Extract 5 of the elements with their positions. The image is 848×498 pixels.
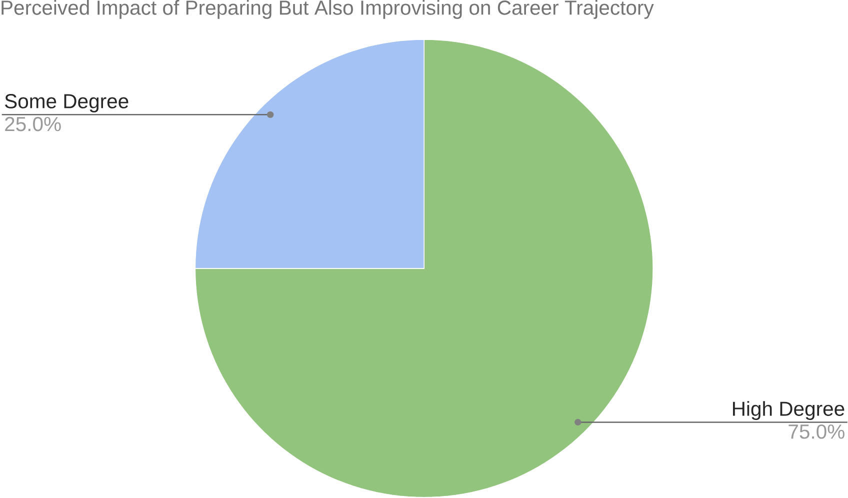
data-label: 75.0% (788, 424, 844, 439)
slice-label: Some Degree (4, 94, 128, 112)
data-label: 25.0% (5, 116, 61, 132)
chart-title: Perceived Impact of Preparing But Also Improvising on Career Trajectory (2, 0, 654, 20)
slice-label: High Degree (733, 401, 844, 420)
